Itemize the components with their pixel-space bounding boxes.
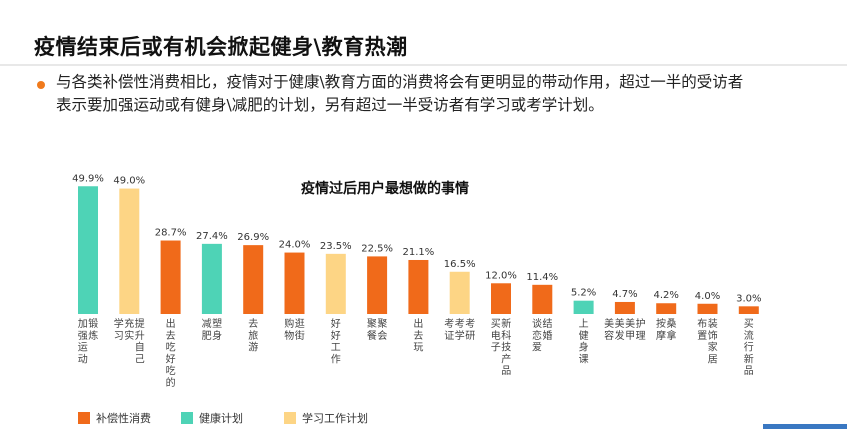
legend-label-compensatory: 补偿性消费 xyxy=(96,411,151,425)
data-label-9: 16.5% xyxy=(444,259,476,270)
category-label-1: 学习充实提升自己 xyxy=(114,317,145,365)
data-label-15: 4.0% xyxy=(695,291,720,302)
category-label-11: 谈恋爱结婚 xyxy=(532,317,553,354)
category-label-5: 购物逛街 xyxy=(284,317,305,342)
bar-15 xyxy=(697,303,718,314)
data-label-2: 28.7% xyxy=(155,228,187,239)
data-label-4: 26.9% xyxy=(237,232,269,243)
data-label-8: 21.1% xyxy=(403,247,435,258)
category-label-12: 上健身课 xyxy=(579,318,589,365)
bar-4 xyxy=(243,245,264,314)
bar-9 xyxy=(449,271,470,314)
category-label-10: 买电子新科技产品 xyxy=(491,317,512,377)
bar-2 xyxy=(160,240,181,314)
chart-title: 疫情过后用户最想做的事情 xyxy=(301,180,469,197)
bar-6 xyxy=(325,253,346,314)
data-label-1: 49.0% xyxy=(113,176,145,187)
bar-10 xyxy=(491,283,511,314)
data-label-0: 49.9% xyxy=(72,173,104,184)
bar-8 xyxy=(408,259,429,314)
bullet-dot-icon xyxy=(37,81,45,89)
category-label-7: 聚餐聚会 xyxy=(367,318,388,342)
bar-1 xyxy=(119,188,140,314)
bar-7 xyxy=(367,256,388,314)
category-label-4: 去旅游 xyxy=(248,318,258,354)
bar-16 xyxy=(738,306,759,314)
data-label-11: 11.4% xyxy=(526,272,558,283)
data-label-13: 4.7% xyxy=(612,289,637,300)
data-label-5: 24.0% xyxy=(279,240,311,251)
category-label-15: 布置装饰家居 xyxy=(697,317,718,365)
category-label-3: 减肥塑身 xyxy=(202,318,223,342)
legend-label-health: 健康计划 xyxy=(199,411,243,425)
data-label-3: 27.4% xyxy=(196,231,228,242)
category-label-8: 出去玩 xyxy=(413,317,423,354)
category-label-0: 加强运动锻炼 xyxy=(78,317,99,365)
category-label-9: 考证考学考研 xyxy=(444,318,475,342)
category-label-16: 买流行新品 xyxy=(744,318,754,377)
category-label-6: 好好工作 xyxy=(331,318,341,365)
legend-swatch-health xyxy=(181,412,193,424)
category-label-2: 出去吃好吃的 xyxy=(166,317,176,389)
data-label-14: 4.2% xyxy=(653,290,678,301)
data-label-7: 22.5% xyxy=(361,243,393,254)
summary-line-1: 与各类补偿性消费相比，疫情对于健康\教育方面的消费将会有更明显的带动作用，超过一… xyxy=(56,73,744,91)
footer-accent-bar xyxy=(763,424,847,429)
bar-3 xyxy=(201,243,222,314)
bar-11 xyxy=(532,284,553,314)
bar-0 xyxy=(78,186,98,314)
legend-swatch-compensatory xyxy=(78,412,90,424)
summary-line-2: 表示要加强运动或有健身\减肥的计划，另有超过一半受访者有学习或考学计划。 xyxy=(56,96,604,114)
legend-swatch-study xyxy=(284,412,296,424)
title-divider xyxy=(0,64,847,66)
summary-text: 与各类补偿性消费相比，疫情对于健康\教育方面的消费将会有更明显的带动作用，超过一… xyxy=(56,71,816,117)
data-label-12: 5.2% xyxy=(571,288,596,299)
bar-14 xyxy=(656,303,677,314)
bar-12 xyxy=(573,300,594,314)
page-title: 疫情结束后或有机会掀起健身\教育热潮 xyxy=(34,35,408,59)
data-label-6: 23.5% xyxy=(320,241,352,252)
bar-5 xyxy=(284,252,305,314)
data-label-16: 3.0% xyxy=(736,293,761,304)
category-label-14: 按摩桑拿 xyxy=(656,317,677,342)
legend-label-study: 学习工作计划 xyxy=(302,411,368,425)
bar-13 xyxy=(614,301,635,314)
category-label-13: 美容美发美甲护理 xyxy=(604,317,646,342)
data-label-10: 12.0% xyxy=(485,270,517,281)
